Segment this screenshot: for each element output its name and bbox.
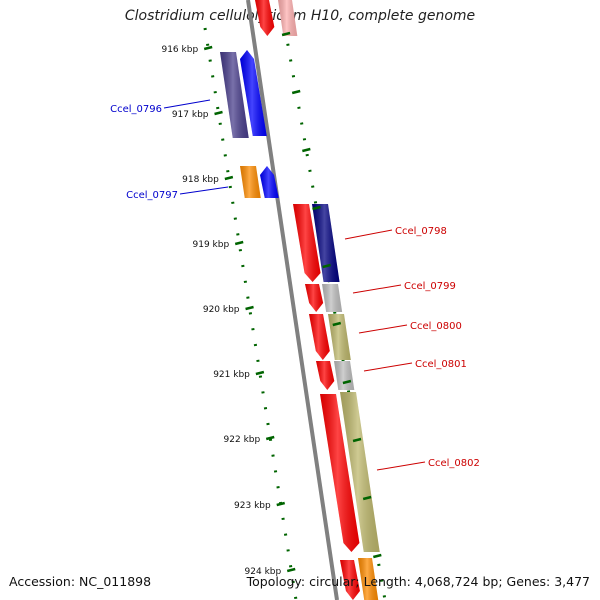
ruler-tick-mark [286, 567, 296, 573]
track-tick-mark [342, 379, 352, 385]
svg-text:Ccel_0801: Ccel_0801 [415, 359, 467, 370]
gene-label-right: Ccel_0798 [344, 226, 447, 240]
track-tick-mark [302, 147, 311, 153]
gene-labels: Ccel_0796 Ccel_0797 Ccel_0798 Ccel_0799 Ccel… [110, 99, 480, 471]
svg-text:Ccel_0798: Ccel_0798 [395, 226, 447, 237]
gene-feature [293, 204, 321, 282]
track-tick-mark [373, 553, 382, 559]
gene-features [220, 0, 380, 600]
ruler-tick-mark [276, 501, 286, 507]
gene-feature [316, 361, 335, 390]
gene-label-right: Ccel_0802 [376, 458, 480, 471]
gene-label-left: Ccel_0796 [110, 99, 211, 115]
ruler-tick-label: 922 kbp [224, 435, 261, 445]
ruler-tick-label: 920 kbp [203, 305, 240, 315]
gene-label-left: Ccel_0797 [126, 186, 229, 201]
gene-feature [309, 314, 330, 360]
ruler-tick-label: 921 kbp [213, 370, 250, 380]
gene-feature [334, 361, 355, 390]
svg-text:Ccel_0802: Ccel_0802 [428, 458, 480, 469]
track-tick-mark [322, 263, 331, 269]
track-tick-mark [352, 437, 362, 443]
ruler-tick-label: 919 kbp [193, 240, 230, 250]
gene-feature [278, 0, 298, 36]
track-outline-2 [283, 27, 387, 600]
svg-text:Ccel_0799: Ccel_0799 [404, 281, 456, 292]
gene-feature [322, 284, 343, 312]
gene-feature [305, 284, 324, 312]
ruler-tick-mark [214, 110, 223, 116]
ruler-tick-mark [203, 45, 213, 51]
gene-feature [312, 204, 340, 282]
svg-text:Ccel_0796: Ccel_0796 [110, 104, 162, 115]
ruler-tick-label: 917 kbp [172, 110, 209, 120]
gene-feature [358, 558, 379, 600]
ruler-tick-label: 924 kbp [245, 567, 282, 577]
ruler-tick-mark [255, 370, 265, 376]
gene-label-right: Ccel_0800 [358, 321, 462, 334]
ruler-tick-label: 918 kbp [182, 175, 219, 185]
gene-feature [240, 50, 267, 136]
track-tick-mark [281, 31, 291, 37]
ruler-tick-label: 916 kbp [161, 45, 198, 55]
ruler-ticks: 916 kbp 917 kbp 918 kbp 919 kbp 920 kbp 921 k… [161, 31, 382, 577]
gene-feature [340, 560, 360, 600]
gene-feature [255, 0, 275, 36]
gene-feature [260, 166, 279, 198]
ruler-tick-mark [224, 175, 234, 181]
genome-backbone [246, 0, 339, 600]
accession-text: Accession: NC_011898 [9, 574, 152, 589]
gene-label-right: Ccel_0799 [352, 281, 456, 294]
track-outline-1 [203, 27, 298, 600]
gene-feature [328, 314, 351, 360]
track-tick-mark [291, 89, 301, 95]
gene-feature [240, 166, 261, 198]
ruler-tick-mark [234, 240, 244, 246]
track-tick-mark [332, 321, 342, 327]
gene-label-right: Ccel_0801 [363, 359, 467, 372]
topology-summary: Topology: circular; Length: 4,068,724 bp… [246, 574, 590, 589]
map-title: Clostridium cellulolyticum H10, complete… [124, 8, 476, 24]
gene-feature [220, 52, 249, 138]
gene-feature [340, 392, 380, 552]
svg-text:Ccel_0797: Ccel_0797 [126, 190, 178, 201]
feature-track-outlines [203, 27, 387, 600]
track-tick-mark [312, 205, 321, 211]
svg-text:Ccel_0800: Ccel_0800 [410, 321, 462, 332]
gene-feature [320, 394, 360, 552]
ruler-tick-mark [265, 435, 275, 441]
ruler-tick-label: 923 kbp [234, 501, 271, 511]
ruler-tick-mark [245, 305, 254, 311]
track-tick-mark [362, 495, 372, 501]
